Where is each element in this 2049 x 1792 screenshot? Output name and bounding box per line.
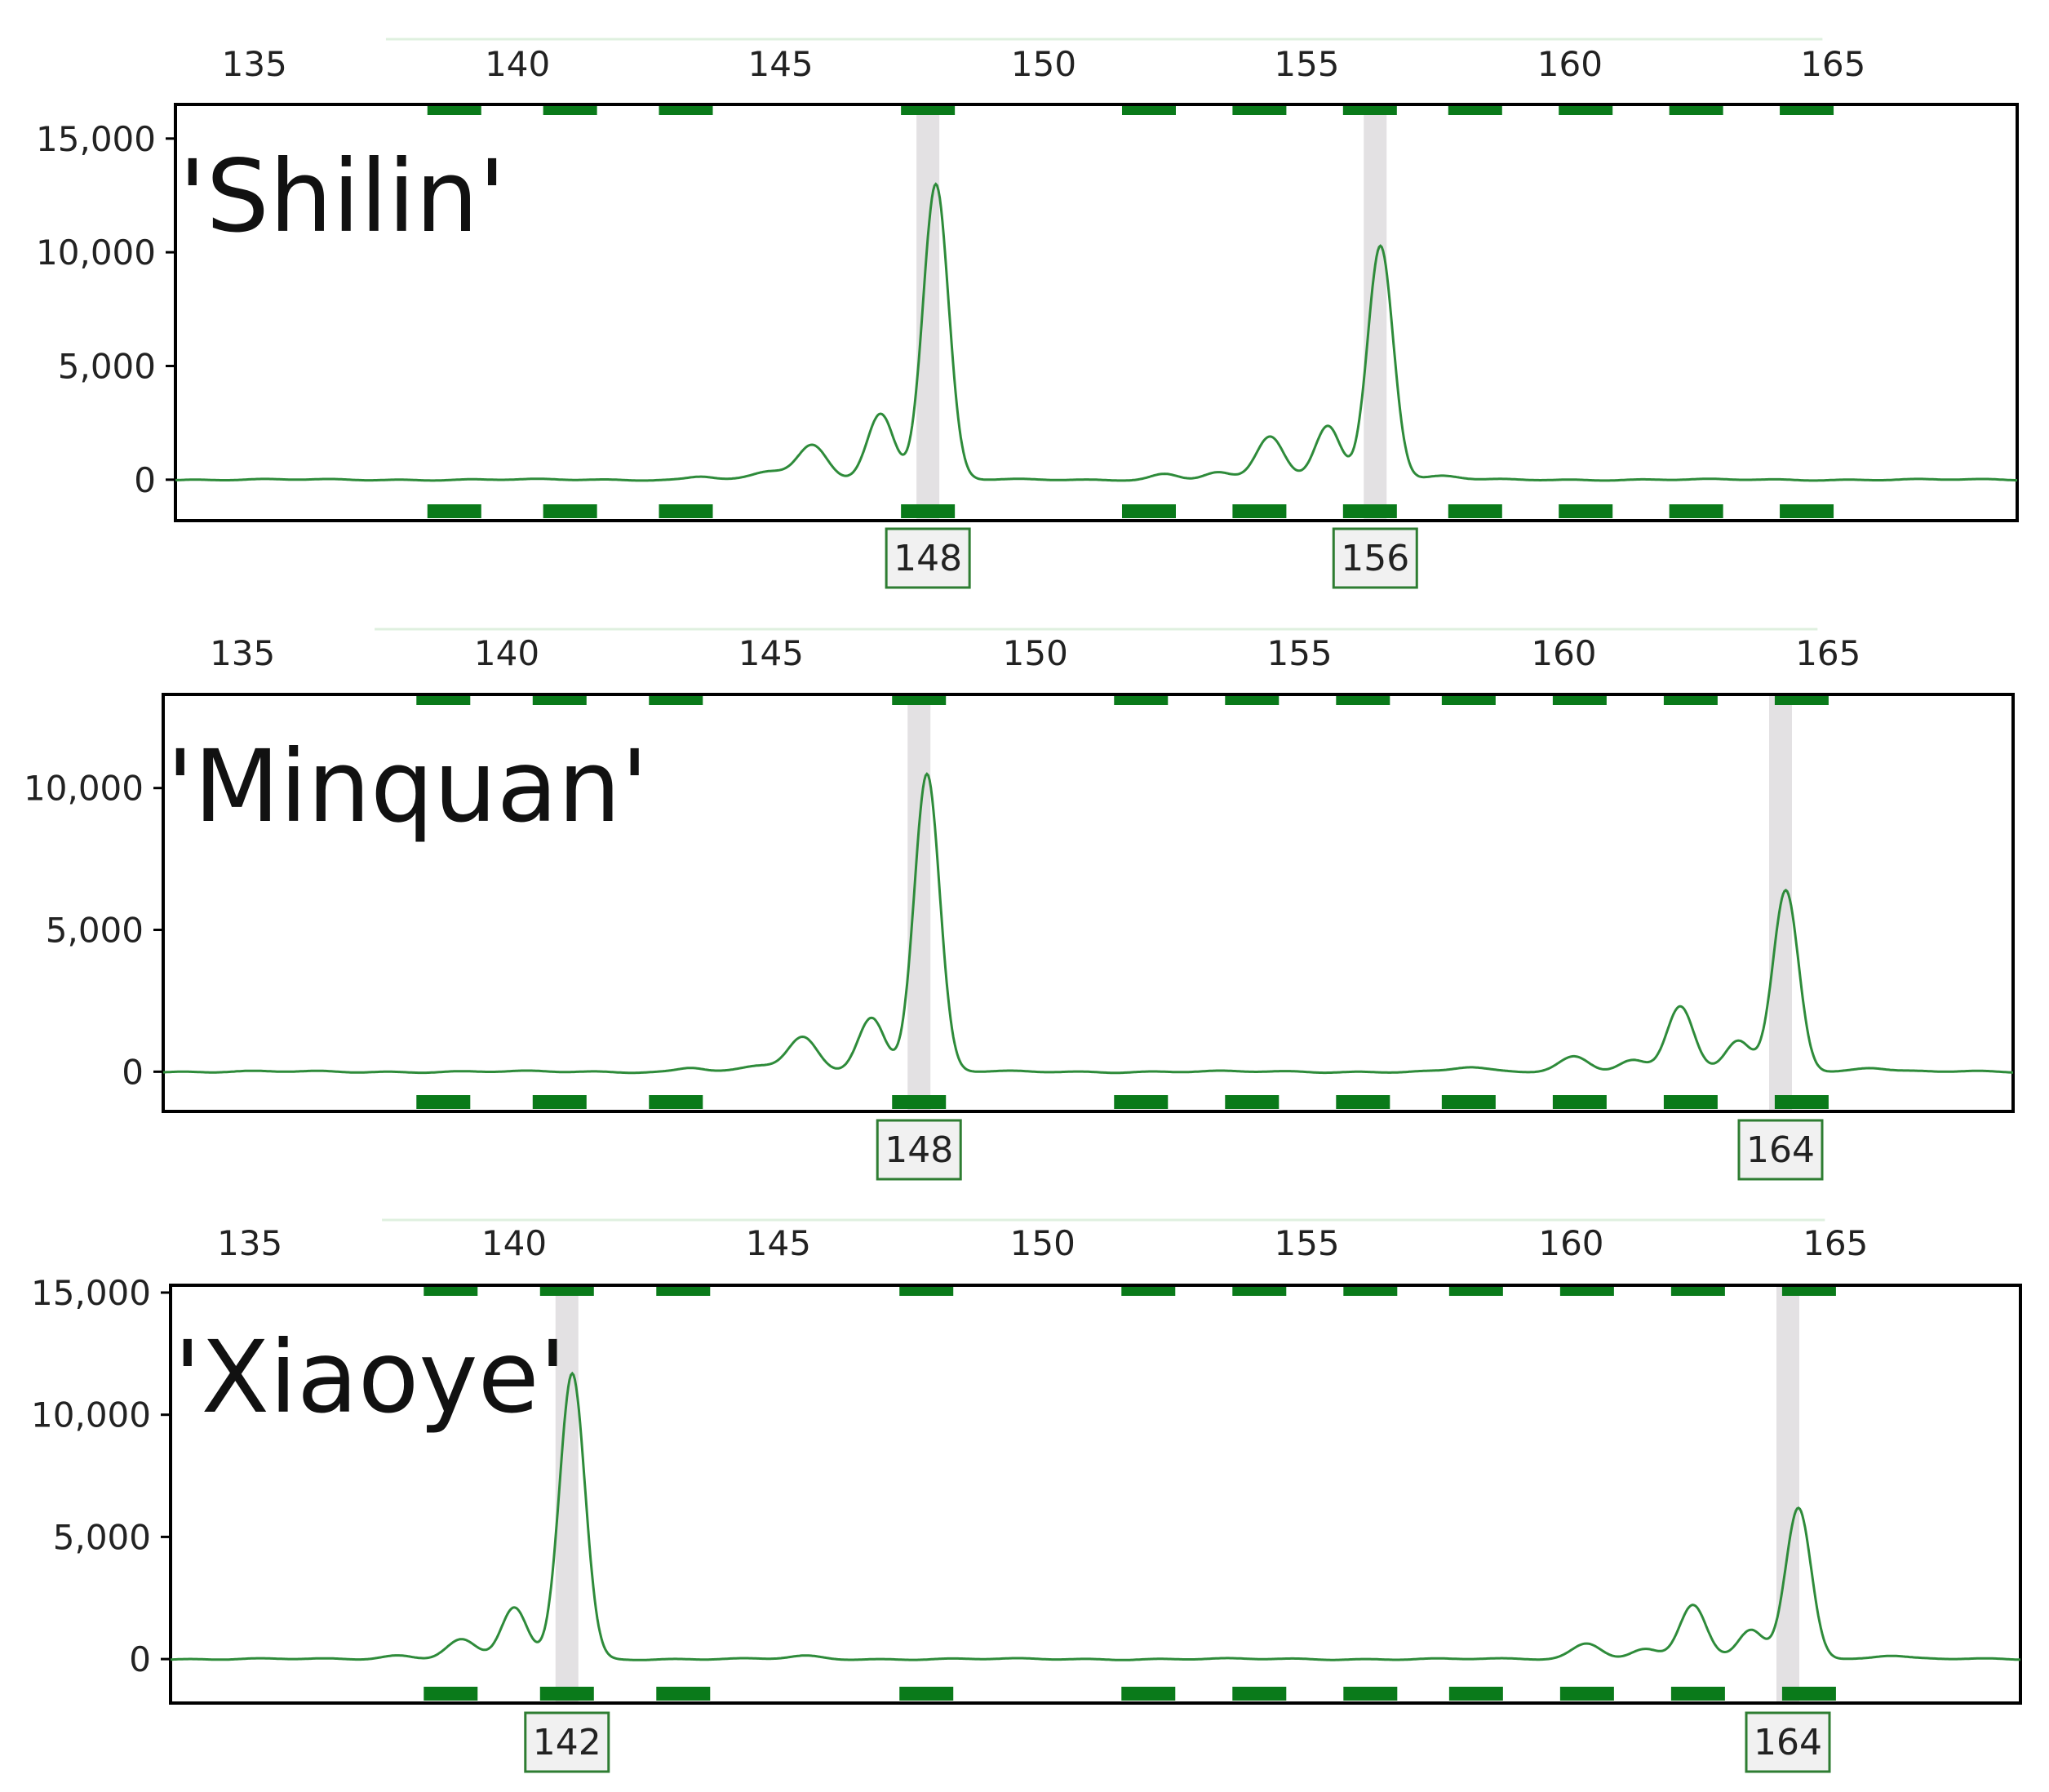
- x-tick-label: 165: [1800, 44, 1865, 84]
- y-tick-label: 10,000: [24, 769, 144, 809]
- allele-call-box[interactable]: [876, 1119, 962, 1181]
- x-tick-label: 145: [738, 633, 804, 673]
- allele-call-box[interactable]: [1745, 1711, 1831, 1773]
- x-tick-label: 135: [210, 633, 275, 673]
- bin-marker-bottom: [1559, 504, 1613, 518]
- bin-marker-bottom: [901, 504, 956, 518]
- trace-line: [170, 1371, 2021, 1661]
- plot-frame: [174, 103, 2019, 522]
- trace-line: [175, 182, 2017, 482]
- x-tick-label: 165: [1803, 1223, 1868, 1263]
- allele-call-label: 164: [1754, 1722, 1822, 1763]
- x-tick-label: 140: [474, 633, 539, 673]
- bin-marker-bottom: [1670, 1687, 1725, 1701]
- bin-marker-bottom: [1336, 1095, 1390, 1109]
- x-tick-label: 160: [1538, 1223, 1603, 1263]
- panel-title: 'Xiaoye': [174, 1320, 566, 1435]
- trace-line: [162, 772, 2013, 1075]
- y-tick-label: 10,000: [36, 233, 156, 273]
- x-tick-label: 145: [747, 44, 813, 84]
- panel-title: 'Shilin': [179, 139, 506, 255]
- bin-marker-bottom: [532, 1095, 587, 1109]
- x-tick-label: 150: [1010, 1223, 1076, 1263]
- bin-marker-bottom: [416, 1095, 471, 1109]
- bin-marker-bottom: [1448, 504, 1502, 518]
- x-tick-label: 150: [1003, 633, 1068, 673]
- called-allele-band: [1776, 1285, 1800, 1703]
- allele-call-label: 148: [885, 1129, 953, 1171]
- bin-marker-bottom: [1663, 1095, 1718, 1109]
- x-tick-label: 135: [222, 44, 287, 84]
- x-tick-label: 165: [1795, 633, 1861, 673]
- x-tick-label: 160: [1537, 44, 1603, 84]
- bin-marker-bottom: [1669, 504, 1723, 518]
- bin-marker-bottom: [1121, 504, 1176, 518]
- y-tick-label: 0: [122, 1052, 144, 1092]
- bin-marker-bottom: [539, 1687, 594, 1701]
- x-tick-label: 145: [746, 1223, 811, 1263]
- allele-call-label: 142: [533, 1722, 601, 1763]
- bin-marker-bottom: [892, 1095, 947, 1109]
- called-allele-band: [1364, 104, 1387, 521]
- bin-marker-bottom: [1781, 1687, 1836, 1701]
- panel-title: 'Minquan': [166, 729, 648, 845]
- y-tick-label: 5,000: [53, 1517, 151, 1557]
- bin-marker-bottom: [1232, 1687, 1287, 1701]
- y-tick-label: 0: [134, 460, 156, 500]
- x-tick-label: 155: [1274, 44, 1339, 84]
- bin-marker-bottom: [1552, 1095, 1607, 1109]
- panel-3: 135 140 145 150 155 160 165 15,000 10,000 5,000 0 '…: [31, 1218, 2022, 1773]
- y-tick-label: 15,000: [31, 1273, 151, 1313]
- bin-marker-bottom: [427, 504, 481, 518]
- x-tick-label: 155: [1266, 633, 1332, 673]
- y-tick-label: 5,000: [46, 911, 144, 951]
- bin-marker-bottom: [424, 1687, 478, 1701]
- bin-marker-bottom: [1342, 504, 1397, 518]
- y-tick-label: 15,000: [36, 119, 156, 159]
- x-tick-label: 135: [217, 1223, 282, 1263]
- x-tick-label: 155: [1274, 1223, 1339, 1263]
- bin-marker-bottom: [656, 1687, 711, 1701]
- y-tick-label: 10,000: [31, 1395, 151, 1435]
- bin-marker-bottom: [1225, 1095, 1280, 1109]
- bin-marker-bottom: [1232, 504, 1287, 518]
- bin-marker-bottom: [1121, 1687, 1176, 1701]
- called-allele-band: [916, 104, 940, 521]
- y-tick-label: 0: [129, 1639, 151, 1679]
- panel-1: 135 140 145 150 155 160 165 15,000 10,000 5,000 0 '…: [36, 38, 2019, 589]
- allele-call-box[interactable]: [1737, 1119, 1824, 1181]
- bin-marker-bottom: [1448, 1687, 1503, 1701]
- allele-call-box[interactable]: [1332, 527, 1418, 589]
- bin-marker-bottom: [1441, 1095, 1496, 1109]
- bin-marker-bottom: [1559, 1687, 1614, 1701]
- x-tick-label: 160: [1531, 633, 1596, 673]
- allele-call-box[interactable]: [885, 527, 971, 589]
- bin-marker-bottom: [659, 504, 713, 518]
- plot-frame: [162, 693, 2015, 1113]
- x-tick-label: 140: [481, 1223, 547, 1263]
- bin-marker-bottom: [1780, 504, 1834, 518]
- bin-marker-bottom: [543, 504, 597, 518]
- bin-marker-bottom: [649, 1095, 703, 1109]
- panel-2: 135 140 145 150 155 160 165 10,000 5,000 0 'Minqua…: [24, 628, 2015, 1181]
- bin-marker-bottom: [899, 1687, 954, 1701]
- x-tick-label: 150: [1011, 44, 1076, 84]
- y-tick-label: 5,000: [58, 346, 156, 386]
- called-allele-band: [907, 694, 931, 1111]
- allele-call-box[interactable]: [524, 1711, 610, 1773]
- bin-marker-bottom: [1114, 1095, 1169, 1109]
- bin-marker-bottom: [1774, 1095, 1829, 1109]
- x-tick-label: 140: [485, 44, 550, 84]
- allele-call-label: 156: [1341, 538, 1409, 579]
- allele-call-label: 164: [1746, 1129, 1815, 1171]
- bin-marker-bottom: [1343, 1687, 1398, 1701]
- plot-frame: [169, 1284, 2022, 1705]
- allele-call-label: 148: [894, 538, 962, 579]
